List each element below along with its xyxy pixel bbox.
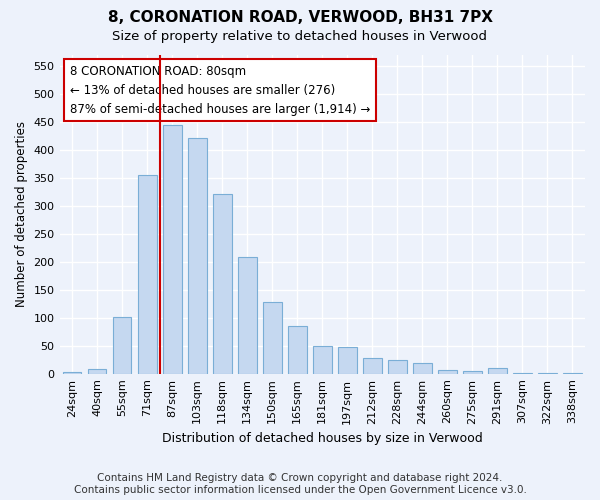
Bar bbox=[438, 370, 457, 374]
Bar bbox=[513, 373, 532, 374]
Bar bbox=[363, 358, 382, 374]
Bar bbox=[563, 372, 582, 374]
Bar bbox=[113, 317, 131, 374]
Bar bbox=[488, 368, 507, 374]
Bar bbox=[188, 138, 206, 374]
X-axis label: Distribution of detached houses by size in Verwood: Distribution of detached houses by size … bbox=[162, 432, 482, 445]
Bar bbox=[538, 373, 557, 374]
Text: Size of property relative to detached houses in Verwood: Size of property relative to detached ho… bbox=[113, 30, 487, 43]
Bar bbox=[288, 326, 307, 374]
Bar bbox=[62, 372, 82, 374]
Text: 8, CORONATION ROAD, VERWOOD, BH31 7PX: 8, CORONATION ROAD, VERWOOD, BH31 7PX bbox=[107, 10, 493, 25]
Bar bbox=[163, 125, 182, 374]
Bar bbox=[238, 257, 257, 374]
Bar bbox=[463, 371, 482, 374]
Bar bbox=[338, 347, 356, 374]
Bar bbox=[388, 360, 407, 374]
Bar bbox=[213, 194, 232, 374]
Text: Contains HM Land Registry data © Crown copyright and database right 2024.
Contai: Contains HM Land Registry data © Crown c… bbox=[74, 474, 526, 495]
Y-axis label: Number of detached properties: Number of detached properties bbox=[15, 122, 28, 308]
Bar bbox=[413, 363, 432, 374]
Text: 8 CORONATION ROAD: 80sqm
← 13% of detached houses are smaller (276)
87% of semi-: 8 CORONATION ROAD: 80sqm ← 13% of detach… bbox=[70, 64, 370, 116]
Bar bbox=[138, 175, 157, 374]
Bar bbox=[313, 346, 332, 374]
Bar bbox=[88, 369, 106, 374]
Bar bbox=[263, 302, 281, 374]
